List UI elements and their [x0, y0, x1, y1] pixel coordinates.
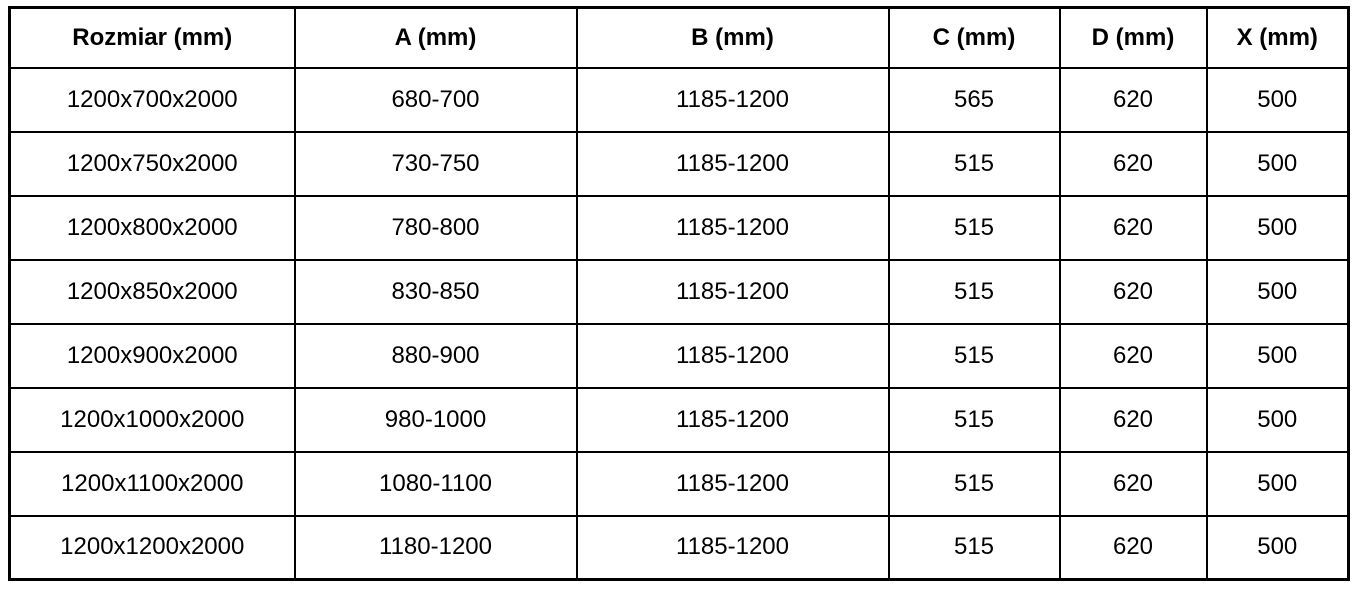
table-container: Rozmiar (mm) A (mm) B (mm) C (mm) D (mm) X (m… [8, 6, 1350, 581]
table-cell: 500 [1205, 386, 1350, 453]
column-header: D (mm) [1058, 6, 1208, 69]
table-cell: 1200x750x2000 [8, 130, 296, 197]
table-cell: 500 [1205, 322, 1350, 389]
table-cell: 515 [887, 386, 1061, 453]
size-table: Rozmiar (mm) A (mm) B (mm) C (mm) D (mm) X (m… [8, 6, 1350, 581]
table-cell: 1185-1200 [575, 194, 890, 261]
header-row: Rozmiar (mm) A (mm) B (mm) C (mm) D (mm) X (m… [8, 6, 1350, 69]
table-header: Rozmiar (mm) A (mm) B (mm) C (mm) D (mm) X (m… [8, 6, 1350, 69]
table-cell: 1185-1200 [575, 130, 890, 197]
table-cell: 1200x800x2000 [8, 194, 296, 261]
table-cell: 780-800 [293, 194, 578, 261]
column-header: B (mm) [575, 6, 890, 69]
table-cell: 1080-1100 [293, 450, 578, 517]
table-cell: 515 [887, 258, 1061, 325]
table-row: 1200x750x2000 730-750 1185-1200 515 620 500 [8, 130, 1350, 197]
table-row: 1200x1200x2000 1180-1200 1185-1200 515 620 50… [8, 514, 1350, 581]
table-cell: 620 [1058, 514, 1208, 581]
table-cell: 1185-1200 [575, 514, 890, 581]
table-cell: 500 [1205, 194, 1350, 261]
table-cell: 1200x1000x2000 [8, 386, 296, 453]
table-cell: 500 [1205, 258, 1350, 325]
table-row: 1200x850x2000 830-850 1185-1200 515 620 500 [8, 258, 1350, 325]
table-cell: 620 [1058, 386, 1208, 453]
table-cell: 500 [1205, 66, 1350, 133]
table-cell: 1185-1200 [575, 450, 890, 517]
table-cell: 980-1000 [293, 386, 578, 453]
table-cell: 1180-1200 [293, 514, 578, 581]
table-cell: 500 [1205, 514, 1350, 581]
table-cell: 1185-1200 [575, 386, 890, 453]
table-body: 1200x700x2000 680-700 1185-1200 565 620 500 12… [8, 66, 1350, 581]
table-cell: 620 [1058, 130, 1208, 197]
table-row: 1200x1100x2000 1080-1100 1185-1200 515 620 50… [8, 450, 1350, 517]
table-cell: 500 [1205, 450, 1350, 517]
table-cell: 880-900 [293, 322, 578, 389]
column-header: Rozmiar (mm) [8, 6, 296, 69]
table-cell: 515 [887, 450, 1061, 517]
table-cell: 730-750 [293, 130, 578, 197]
table-cell: 620 [1058, 66, 1208, 133]
table-cell: 620 [1058, 322, 1208, 389]
table-cell: 1185-1200 [575, 322, 890, 389]
table-cell: 1185-1200 [575, 66, 890, 133]
table-cell: 565 [887, 66, 1061, 133]
table-cell: 620 [1058, 194, 1208, 261]
table-cell: 620 [1058, 258, 1208, 325]
table-row: 1200x900x2000 880-900 1185-1200 515 620 500 [8, 322, 1350, 389]
column-header: C (mm) [887, 6, 1061, 69]
table-row: 1200x700x2000 680-700 1185-1200 565 620 500 [8, 66, 1350, 133]
table-cell: 830-850 [293, 258, 578, 325]
table-cell: 680-700 [293, 66, 578, 133]
table-cell: 1200x700x2000 [8, 66, 296, 133]
table-cell: 1185-1200 [575, 258, 890, 325]
table-cell: 1200x1100x2000 [8, 450, 296, 517]
table-cell: 515 [887, 194, 1061, 261]
table-cell: 1200x900x2000 [8, 322, 296, 389]
table-cell: 1200x1200x2000 [8, 514, 296, 581]
column-header: A (mm) [293, 6, 578, 69]
table-cell: 515 [887, 322, 1061, 389]
column-header: X (mm) [1205, 6, 1350, 69]
table-row: 1200x1000x2000 980-1000 1185-1200 515 620 500 [8, 386, 1350, 453]
table-row: 1200x800x2000 780-800 1185-1200 515 620 500 [8, 194, 1350, 261]
table-cell: 515 [887, 514, 1061, 581]
table-cell: 515 [887, 130, 1061, 197]
table-cell: 620 [1058, 450, 1208, 517]
table-cell: 500 [1205, 130, 1350, 197]
table-cell: 1200x850x2000 [8, 258, 296, 325]
